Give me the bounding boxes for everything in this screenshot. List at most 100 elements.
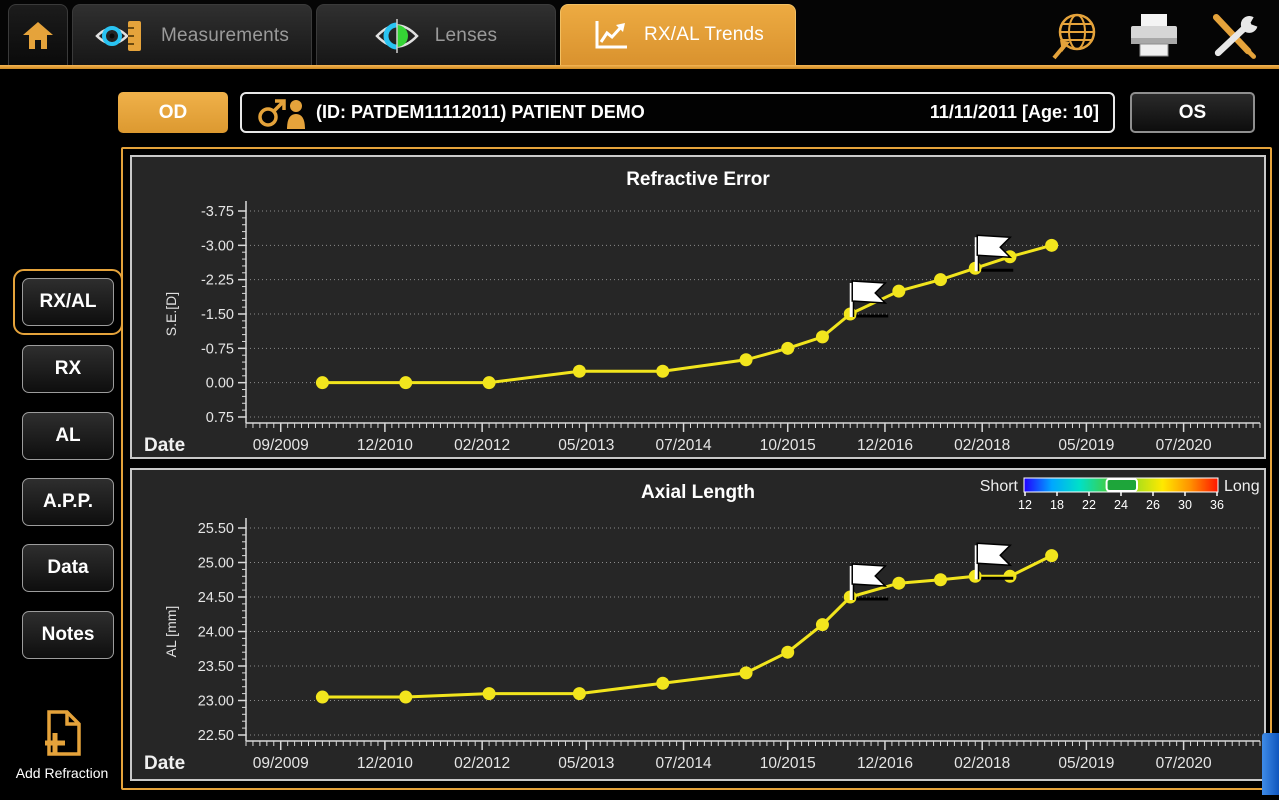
data-point[interactable] <box>572 364 586 378</box>
chart-title: Refractive Error <box>626 169 770 190</box>
svg-text:02/2018: 02/2018 <box>954 437 1010 454</box>
svg-text:25.00: 25.00 <box>198 556 234 572</box>
data-point[interactable] <box>781 341 795 355</box>
y-axis-label: S.E.[D] <box>163 292 179 336</box>
sidebar-item-rx[interactable]: RX <box>22 345 114 393</box>
eye-lens-icon <box>375 18 419 53</box>
home-icon <box>23 21 53 49</box>
svg-text:09/2009: 09/2009 <box>253 437 309 454</box>
measurements-eye-icon <box>95 20 141 51</box>
svg-text:02/2012: 02/2012 <box>454 755 510 772</box>
tab-rx-al-trends[interactable]: RX/AL Trends <box>560 4 796 66</box>
svg-text:30: 30 <box>1178 498 1192 512</box>
add-refraction-button[interactable]: Add Refraction <box>0 708 124 781</box>
data-point[interactable] <box>934 573 948 587</box>
svg-text:05/2019: 05/2019 <box>1058 437 1114 454</box>
sidebar-item-rx-al[interactable]: RX/AL <box>22 278 114 326</box>
data-point[interactable] <box>399 376 413 390</box>
data-point[interactable] <box>315 376 329 390</box>
svg-text:-2.25: -2.25 <box>201 273 234 289</box>
side-drawer-handle[interactable] <box>1262 733 1279 795</box>
chart-title: Axial Length <box>641 482 755 503</box>
svg-text:36: 36 <box>1210 498 1224 512</box>
tab-home[interactable] <box>8 4 68 66</box>
svg-text:24: 24 <box>1114 498 1128 512</box>
data-point[interactable] <box>482 376 496 390</box>
data-point[interactable] <box>781 645 795 659</box>
data-point[interactable] <box>656 364 670 378</box>
data-point[interactable] <box>482 687 496 701</box>
sidebar-selected-ring: RX/AL <box>13 269 123 335</box>
male-patient-icon <box>258 98 305 129</box>
scale-short-label: Short <box>980 478 1019 495</box>
svg-text:10/2015: 10/2015 <box>760 755 816 772</box>
settings-button[interactable] <box>1205 10 1263 62</box>
data-point[interactable] <box>739 666 753 680</box>
trend-chart-icon <box>595 21 627 49</box>
sidebar-item-notes[interactable]: Notes <box>22 611 114 659</box>
sidebar-item-al[interactable]: AL <box>22 412 114 460</box>
patient-birthdate-age: 11/11/2011 [Age: 10] <box>929 102 1099 122</box>
language-globe-button[interactable] <box>1045 10 1103 62</box>
data-point[interactable] <box>1003 569 1017 583</box>
printer-icon <box>1131 14 1177 57</box>
scale-long-label: Long <box>1224 478 1260 495</box>
add-refraction-label: Add Refraction <box>15 765 109 781</box>
svg-text:09/2009: 09/2009 <box>253 755 309 772</box>
sidebar-item-app[interactable]: A.P.P. <box>22 478 114 526</box>
data-point[interactable] <box>1045 549 1059 563</box>
print-button[interactable] <box>1125 10 1183 62</box>
data-point[interactable] <box>572 687 586 701</box>
svg-text:26: 26 <box>1146 498 1160 512</box>
svg-text:-3.75: -3.75 <box>201 204 234 220</box>
os-eye-button[interactable]: OS <box>1130 92 1255 133</box>
data-point[interactable] <box>656 676 670 690</box>
svg-text:07/2014: 07/2014 <box>656 755 712 772</box>
svg-text:12/2016: 12/2016 <box>857 755 913 772</box>
svg-text:12/2010: 12/2010 <box>357 437 413 454</box>
svg-text:0.00: 0.00 <box>206 376 234 392</box>
x-axis-label: Date <box>144 753 185 774</box>
data-point[interactable] <box>815 618 829 632</box>
treatment-flag[interactable] <box>849 280 889 318</box>
refractive-error-chart: Refractive Error -3.75 -3.00 -2.25 -1.50 -0.7… <box>130 155 1266 459</box>
treatment-flag[interactable] <box>974 542 1014 580</box>
tab-measurements[interactable]: Measurements <box>72 4 312 66</box>
svg-text:02/2012: 02/2012 <box>454 437 510 454</box>
data-point[interactable] <box>739 353 753 367</box>
data-point[interactable] <box>399 690 413 704</box>
tab-lenses[interactable]: Lenses <box>316 4 556 66</box>
svg-text:05/2019: 05/2019 <box>1058 755 1114 772</box>
od-eye-button[interactable]: OD <box>118 92 228 133</box>
treatment-flag[interactable] <box>849 563 889 601</box>
globe-icon <box>1052 13 1096 60</box>
data-point[interactable] <box>815 330 829 344</box>
svg-text:0.75: 0.75 <box>206 410 234 426</box>
al-scale-marker <box>1105 478 1138 492</box>
svg-text:-3.00: -3.00 <box>201 238 234 254</box>
add-refraction-icon <box>45 710 81 756</box>
svg-text:12/2010: 12/2010 <box>357 755 413 772</box>
chart-canvas-1: Axial Length 25.50 25.00 24.50 24.00 23.50 23.… <box>144 477 1261 774</box>
svg-text:23.00: 23.00 <box>198 694 234 710</box>
patient-info-bar[interactable]: (ID: PATDEM11112011) PATIENT DEMO 11/11/… <box>240 92 1115 133</box>
svg-text:25.50: 25.50 <box>198 521 234 537</box>
tab-rx-al-trends-label: RX/AL Trends <box>644 24 764 45</box>
data-point[interactable] <box>892 284 906 298</box>
top-tab-bar: Measurements Lenses RX/AL Trends <box>0 0 1279 68</box>
svg-text:24.00: 24.00 <box>198 625 234 641</box>
tab-measurements-label: Measurements <box>160 24 290 46</box>
sidebar-item-data[interactable]: Data <box>22 544 114 592</box>
data-point[interactable] <box>934 273 948 287</box>
data-point[interactable] <box>892 576 906 590</box>
x-axis-label: Date <box>144 435 185 456</box>
svg-text:07/2014: 07/2014 <box>656 437 712 454</box>
patient-id-name: (ID: PATDEM11112011) PATIENT DEMO <box>316 102 645 122</box>
svg-text:12: 12 <box>1018 498 1032 512</box>
data-point[interactable] <box>315 690 329 704</box>
data-point[interactable] <box>1045 238 1059 252</box>
svg-text:10/2015: 10/2015 <box>760 437 816 454</box>
titlebar-actions <box>1045 10 1263 62</box>
treatment-flag[interactable] <box>974 234 1014 272</box>
svg-text:22.50: 22.50 <box>198 728 234 744</box>
